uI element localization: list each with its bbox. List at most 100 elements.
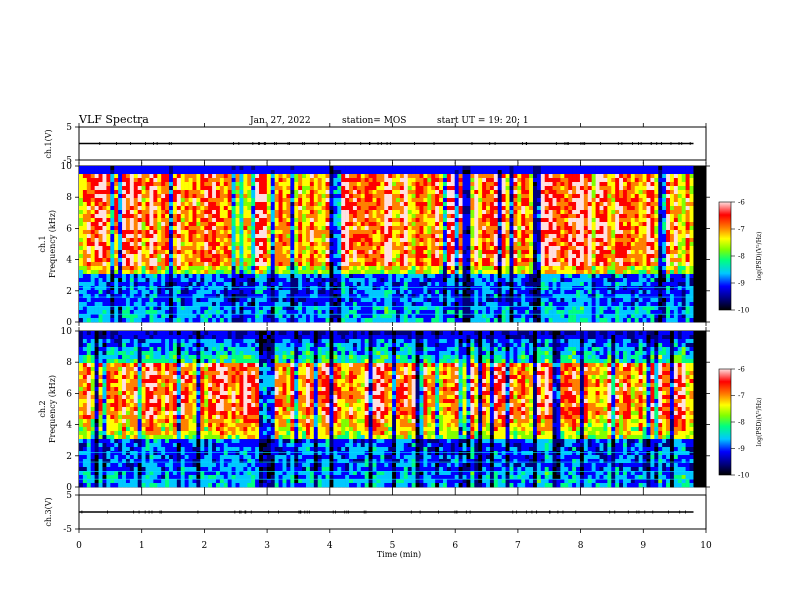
spectrogram-cell xyxy=(427,214,432,219)
spectrogram-cell xyxy=(86,278,92,283)
spectrogram-cell xyxy=(118,282,123,287)
spectrogram-cell xyxy=(259,190,264,195)
spectrogram-cell xyxy=(364,226,369,231)
spectrogram-cell xyxy=(278,294,283,299)
spectrogram-cell xyxy=(478,282,483,287)
spectrogram-cell xyxy=(450,286,456,291)
spectrogram-cell xyxy=(255,170,260,175)
spectrogram-cell xyxy=(486,242,491,247)
spectrogram-cell xyxy=(513,182,518,187)
spectrogram-cell xyxy=(372,170,377,175)
spectrogram-cell xyxy=(423,258,428,263)
spectrogram-cell xyxy=(157,298,162,303)
spectrogram-cell xyxy=(247,250,252,255)
spectrogram-cell xyxy=(231,202,236,207)
spectrogram-cell xyxy=(192,282,197,287)
spectrogram-cell xyxy=(208,178,213,183)
spectrogram-cell xyxy=(122,290,127,295)
spectrogram-cell xyxy=(188,194,193,199)
spectrogram-cell xyxy=(529,206,534,211)
spectrogram-cell xyxy=(568,198,573,203)
spectrogram-cell xyxy=(388,314,393,319)
spectrogram-cell xyxy=(427,314,432,319)
spectrogram-cell xyxy=(302,186,307,191)
spectrogram-cell xyxy=(517,202,522,207)
spectrogram-cell xyxy=(501,318,506,323)
spectrogram-cell xyxy=(94,250,99,255)
spectrogram-cell xyxy=(446,238,452,243)
spectrogram-cell xyxy=(497,194,502,199)
spectrogram-cell xyxy=(329,202,334,207)
spectrogram-cell xyxy=(431,314,436,319)
spectrogram-cell xyxy=(493,246,499,251)
spectrogram-cell xyxy=(356,298,362,303)
spectrogram-cell xyxy=(86,286,92,291)
spectrogram-cell xyxy=(290,230,295,235)
spectrogram-cell xyxy=(403,266,409,271)
spectrogram-cell xyxy=(345,242,350,247)
spectrogram-cell xyxy=(141,290,146,295)
spectrogram-cell xyxy=(493,266,499,271)
spectrogram-cell xyxy=(223,282,229,287)
spectrogram-cell xyxy=(419,302,424,307)
spectrogram-cell xyxy=(349,222,354,227)
spectrogram-cell xyxy=(493,174,499,179)
spectrogram-cell xyxy=(141,218,146,223)
spectrogram-cell xyxy=(568,226,573,231)
spectrogram-cell xyxy=(294,314,299,319)
spectrogram-cell xyxy=(266,278,272,283)
spectrogram-cell xyxy=(564,230,569,235)
spectrogram-cell xyxy=(141,190,146,195)
spectrogram-cell xyxy=(313,294,319,299)
spectrogram-cell xyxy=(435,214,440,219)
spectrogram-cell xyxy=(235,286,240,291)
spectrogram-cell xyxy=(231,214,236,219)
spectrogram-cell xyxy=(157,314,162,319)
spectrogram-cell xyxy=(266,206,272,211)
spectrogram-cell xyxy=(176,254,182,259)
spectrogram-cell xyxy=(200,314,205,319)
spectrogram-cell xyxy=(380,238,385,243)
spectrogram-cell xyxy=(243,210,248,215)
spectrogram-cell xyxy=(521,294,526,299)
spectrogram-cell xyxy=(360,246,365,251)
spectrogram-cell xyxy=(450,166,456,171)
spectrogram-cell xyxy=(333,198,338,203)
spectrogram-cell xyxy=(266,202,272,207)
spectrogram-cell xyxy=(235,178,240,183)
spectrogram-cell xyxy=(239,186,244,191)
spectrogram-cell xyxy=(536,266,542,271)
spectrogram-cell xyxy=(102,306,107,311)
spectrogram-cell xyxy=(262,290,268,295)
spectrogram-cell xyxy=(372,302,377,307)
spectrogram-cell xyxy=(302,286,307,291)
spectrogram-cell xyxy=(313,210,319,215)
spectrogram-cell xyxy=(118,210,123,215)
spectrogram-cell xyxy=(462,214,467,219)
spectrogram-cell xyxy=(352,254,358,259)
spectrogram-cell xyxy=(102,238,107,243)
spectrogram-cell xyxy=(403,286,409,291)
spectrogram-cell xyxy=(266,270,272,275)
spectrogram-cell xyxy=(129,186,135,191)
spectrogram-cell xyxy=(427,278,432,283)
spectrogram-cell xyxy=(478,238,483,243)
spectrogram-cell xyxy=(321,246,326,251)
spectrogram-cell xyxy=(435,262,440,267)
spectrogram-cell xyxy=(407,274,412,279)
spectrogram-cell xyxy=(180,286,185,291)
spectrogram-cell xyxy=(196,250,201,255)
spectrogram-cell xyxy=(352,170,358,175)
spectrogram-cell xyxy=(419,318,424,323)
spectrogram-cell xyxy=(278,230,283,235)
spectrogram-cell xyxy=(411,294,416,299)
spectrogram-cell xyxy=(376,198,381,203)
spectrogram-cell xyxy=(489,182,495,187)
spectrogram-cell xyxy=(196,198,201,203)
spectrogram-cell xyxy=(349,254,354,259)
spectrogram-cell xyxy=(403,302,409,307)
spectrogram-cell xyxy=(204,198,209,203)
spectrogram-cell xyxy=(536,318,542,323)
spectrogram-cell xyxy=(333,206,338,211)
spectrogram-cell xyxy=(215,258,221,263)
